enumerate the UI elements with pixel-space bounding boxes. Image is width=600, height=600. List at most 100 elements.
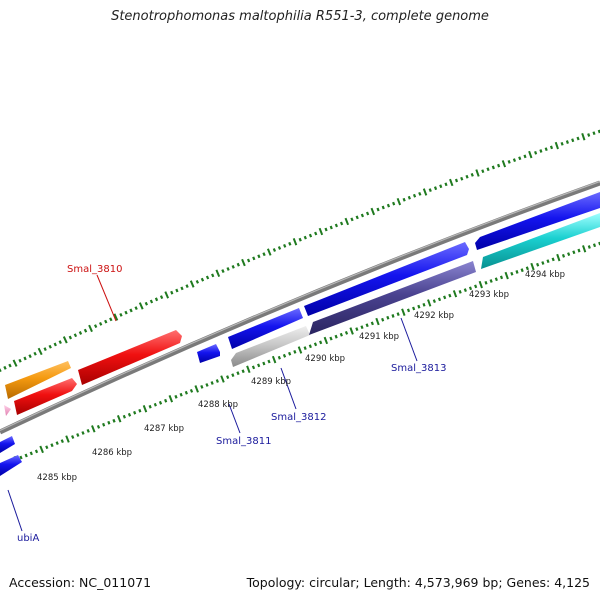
genome-backbone: [0, 180, 600, 435]
gene-smal-3813-arrow[interactable]: [309, 261, 476, 335]
gene-blue-arrow-a[interactable]: [228, 308, 303, 349]
genome-backbone-highlight: [0, 180, 600, 432]
minor-tick: [149, 299, 154, 304]
gene-pink-arrow[interactable]: [4, 405, 11, 416]
gene-label-ubia[interactable]: ubiA: [17, 533, 39, 544]
minor-tick: [470, 173, 474, 177]
gene-ubia-upper-arrow[interactable]: [0, 436, 15, 453]
minor-tick: [507, 160, 511, 164]
major-tick: [370, 207, 376, 216]
major-tick: [37, 347, 43, 356]
gene-cyan-arrow[interactable]: [481, 213, 600, 269]
major-tick: [401, 308, 406, 316]
minor-tick: [262, 361, 266, 366]
gene-label-smal-3812[interactable]: Smal_3812: [271, 412, 326, 423]
minor-tick: [396, 312, 400, 316]
gene-smal-3811-arrow[interactable]: [197, 344, 220, 363]
major-tick: [266, 248, 272, 256]
minor-tick: [43, 347, 47, 352]
minor-tick: [205, 383, 209, 387]
major-tick: [504, 271, 509, 280]
minor-tick: [246, 258, 251, 263]
minor-tick: [499, 275, 504, 280]
minor-tick: [376, 207, 380, 212]
minor-tick: [170, 290, 174, 295]
kbp-label-4290: 4290 kbp: [305, 354, 345, 364]
major-tick: [349, 327, 354, 335]
minor-tick: [19, 455, 23, 460]
minor-tick: [484, 280, 488, 285]
major-tick: [528, 150, 533, 159]
minor-tick: [448, 293, 452, 298]
minor-tick: [481, 169, 485, 174]
gene-label-smal-3813[interactable]: Smal_3813: [391, 363, 446, 374]
minor-tick: [158, 400, 163, 405]
gene-orange-arrow[interactable]: [5, 361, 71, 399]
major-tick: [422, 188, 428, 196]
minor-tick: [236, 262, 240, 267]
kbp-label-4291: 4291 kbp: [359, 332, 399, 342]
gene-label-smal-3811[interactable]: Smal_3811: [216, 436, 271, 447]
minor-tick: [572, 250, 576, 255]
minor-tick: [231, 373, 235, 377]
minor-tick: [334, 223, 339, 228]
minor-tick: [112, 418, 116, 423]
minor-tick: [433, 186, 438, 191]
gene-blue-arrow-c[interactable]: [475, 192, 600, 250]
minor-tick: [406, 308, 411, 313]
kbp-label-4285: 4285 kbp: [37, 473, 77, 483]
minor-tick: [344, 330, 349, 335]
major-tick: [241, 258, 246, 267]
minor-tick: [277, 246, 282, 250]
gene-smal-3810-arrow[interactable]: [78, 330, 182, 385]
ubia-leader-line: [7, 489, 23, 532]
major-tick: [215, 269, 221, 277]
minor-tick: [53, 342, 57, 347]
minor-tick: [138, 408, 142, 413]
minor-tick: [539, 149, 543, 153]
minor-tick: [210, 381, 214, 385]
major-tick: [246, 365, 251, 374]
minor-tick: [33, 351, 37, 356]
minor-tick: [402, 197, 406, 202]
minor-tick: [417, 304, 421, 309]
minor-tick: [474, 284, 478, 289]
gene-ubia-arrow[interactable]: [0, 455, 22, 476]
minor-tick: [432, 299, 436, 303]
minor-tick: [58, 340, 62, 345]
minor-tick: [571, 138, 575, 143]
accession-text: Accession: NC_011071: [9, 575, 152, 590]
gene-label-smal-3810[interactable]: Smal_3810: [67, 264, 122, 275]
minor-tick: [298, 237, 302, 242]
minor-tick: [119, 312, 123, 317]
minor-tick: [494, 277, 498, 282]
minor-tick: [592, 131, 596, 136]
minor-tick: [418, 191, 422, 196]
major-tick: [452, 290, 458, 298]
gene-blue-arrow-b[interactable]: [304, 242, 469, 316]
minor-tick: [184, 390, 188, 395]
minor-tick: [277, 355, 281, 360]
minor-tick: [60, 439, 64, 444]
minor-tick: [221, 269, 225, 274]
major-tick: [501, 160, 507, 168]
major-tick: [62, 336, 68, 344]
minor-tick: [288, 241, 292, 246]
minor-tick: [392, 201, 396, 206]
gene-smal-3812-arrow[interactable]: [231, 326, 310, 367]
minor-tick: [365, 211, 370, 216]
minor-tick: [512, 158, 517, 162]
major-tick: [344, 217, 350, 226]
minor-tick: [491, 165, 495, 170]
minor-tick: [412, 306, 416, 311]
minor-tick: [127, 412, 132, 417]
gene-red-arrow-inner[interactable]: [14, 378, 77, 415]
minor-tick: [577, 248, 581, 253]
smal-3812-leader-line: [280, 367, 297, 410]
inner-tick-track: [0, 241, 600, 468]
minor-tick: [549, 145, 554, 150]
outer-tick-track: [0, 129, 600, 373]
major-tick: [65, 435, 70, 443]
major-tick: [396, 197, 402, 206]
minor-tick: [83, 328, 88, 333]
